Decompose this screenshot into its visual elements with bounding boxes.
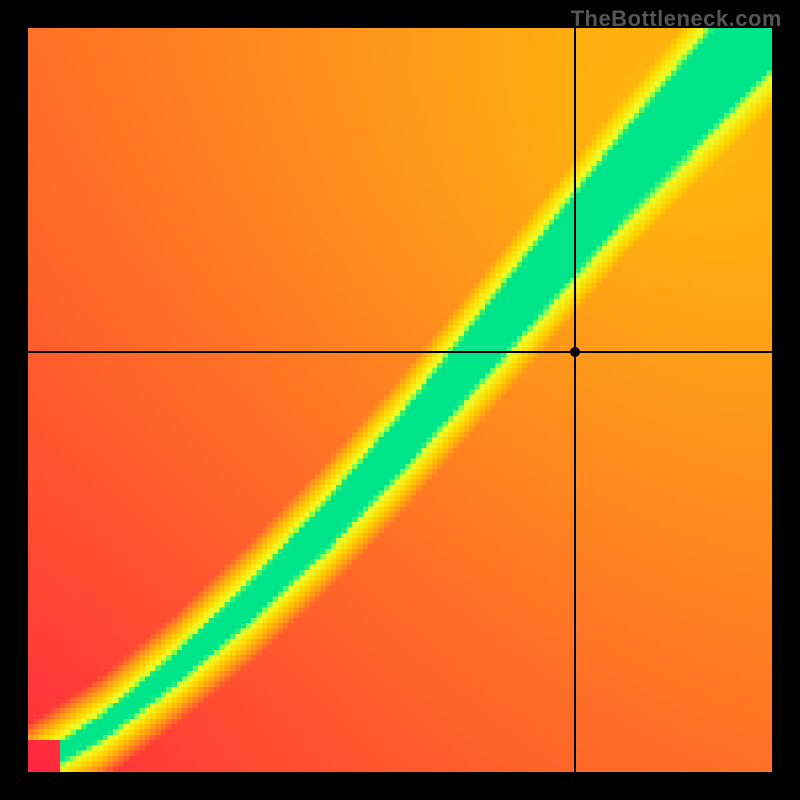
- chart-container: TheBottleneck.com: [0, 0, 800, 800]
- crosshair-horizontal: [28, 351, 772, 353]
- watermark-text: TheBottleneck.com: [571, 6, 782, 32]
- crosshair-vertical: [574, 28, 576, 772]
- heatmap-canvas: [28, 28, 772, 772]
- crosshair-marker: [568, 345, 582, 359]
